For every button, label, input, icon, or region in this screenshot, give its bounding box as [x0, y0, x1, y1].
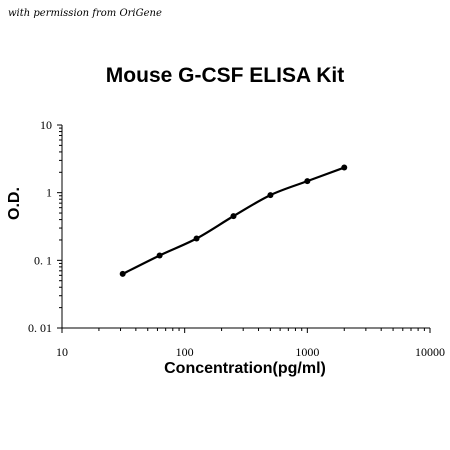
x-tick-label: 1000	[295, 345, 319, 359]
data-point	[156, 252, 163, 259]
y-tick-label: 0. 01	[28, 321, 52, 335]
y-tick-label: 0. 1	[34, 253, 52, 267]
y-tick-label: 10	[40, 118, 52, 132]
series-line	[122, 166, 345, 275]
x-axis-label: Concentration(pg/ml)	[164, 360, 326, 377]
data-point	[304, 178, 311, 185]
data-point	[267, 192, 274, 199]
data-point	[193, 235, 200, 242]
data-point	[341, 164, 348, 171]
x-tick-label: 10	[56, 345, 68, 359]
chart-title: Mouse G-CSF ELISA Kit	[105, 64, 345, 87]
data-point	[119, 270, 126, 277]
y-tick-label: 1	[46, 186, 52, 200]
data-point	[230, 213, 237, 220]
watermark-text: with permission from OriGene	[8, 8, 162, 19]
x-tick-label: 10000	[415, 345, 445, 359]
x-tick-label: 100	[176, 345, 194, 359]
